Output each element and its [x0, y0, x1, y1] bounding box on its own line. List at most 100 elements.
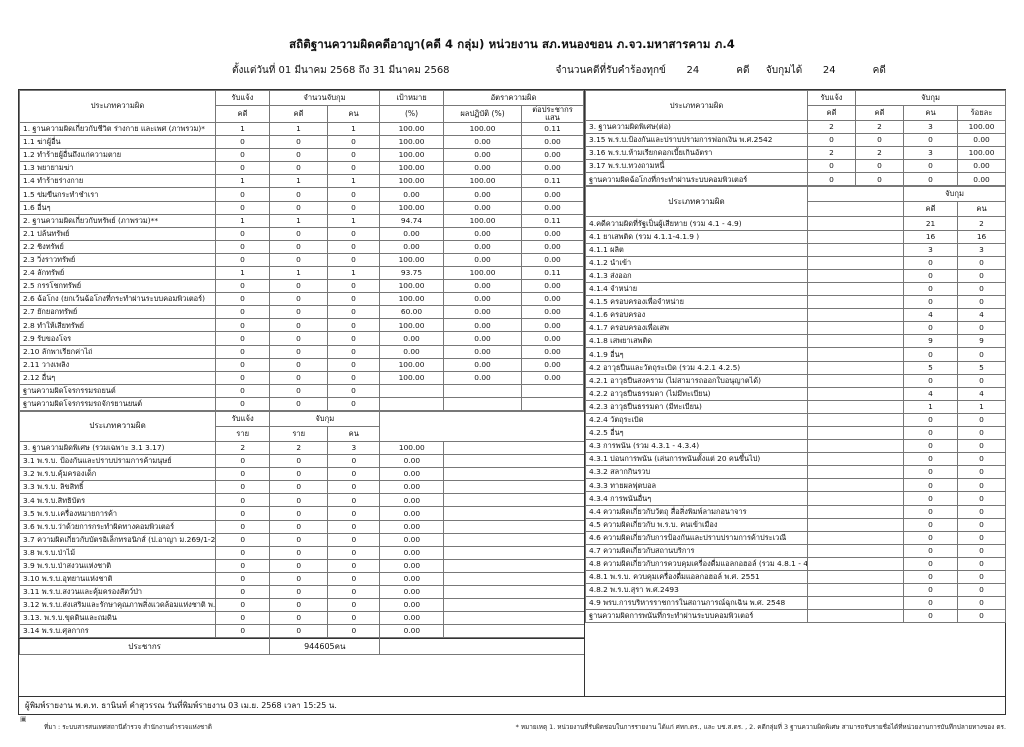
cell-pad-1 [807, 556, 856, 572]
cell-person: 2 [957, 216, 1007, 231]
table-row: 1.2 ทำร้ายผู้อื่นถึงแก่ความตาย 0 0 0 100.00 0… [19, 148, 585, 163]
row-label: 4.3.3 ทายผลฟุตบอล [585, 478, 809, 493]
cell-person: 0 [327, 467, 381, 482]
cell-case: 0 [269, 480, 329, 495]
cell-percent: 0.00 [379, 480, 445, 495]
cell-person: 0 [326, 383, 381, 398]
cell-pad-1 [443, 467, 522, 482]
row-label: 4.3 การพนัน (รวม 4.3.1 - 4.3.4) [585, 439, 809, 454]
cell-pad-2 [521, 440, 585, 456]
cell-case: 0 [269, 331, 328, 346]
statistics-sheet: ประเภทความผิด รับแจ้ง จำนวนจับกุม เป้าหม… [18, 89, 1007, 697]
cell-percent: 100.00 [379, 440, 445, 456]
cell-percent: 0.00 [379, 585, 445, 600]
cell-case: 0 [903, 491, 959, 506]
row-label: 3.13. พ.ร.บ.ขุดดินและถมดิน [18, 611, 217, 626]
table-row: 2.12 อื่นๆ 0 0 0 100.00 0.00 0.00 [19, 370, 585, 385]
arrest-unit: คดี [872, 65, 886, 76]
table-row: 3.6 พ.ร.บ.ว่าด้วยการกระทำผิดทางคอมพิวเตอ… [18, 519, 585, 534]
cell-reported: 0 [215, 344, 270, 359]
row-label: 3.1 พ.ร.บ. ป้องกันและปราบปรามการค้ามนุษย… [18, 454, 217, 469]
cell-pad-1 [807, 216, 856, 231]
left-lower-col-ray-2: ราย [269, 426, 329, 442]
cell-performance: 100.00 [443, 174, 523, 189]
cell-target: 100.00 [379, 174, 445, 189]
table-row: ฐานความผิดฉ้อโกงที่กระทำผ่านระบบคอมพิวเต… [585, 172, 1007, 187]
right-lower-header-1: ประเภทความผิด จับกุม [585, 186, 1007, 218]
right-col-case-2: คดี [855, 105, 905, 121]
cell-reported: 0 [215, 624, 271, 639]
table-row: 4.1.8 เสพยาเสพติด 9 9 [585, 334, 1007, 349]
cell-reported: 0 [215, 454, 271, 469]
table-row: 4.2.3 อาวุธปืนธรรมดา (มีทะเบียน) 1 1 [585, 399, 1007, 414]
cell-performance: 100.00 [443, 213, 523, 228]
cell-case: 0 [903, 321, 959, 336]
cell-target: 100.00 [379, 200, 445, 215]
cell-rate: 0.00 [521, 161, 585, 176]
cell-pad-2 [855, 347, 904, 362]
cell-performance: 0.00 [443, 331, 523, 346]
table-row: ฐานความผิดโจรกรรมรถยนต์ 0 0 0 [19, 383, 585, 398]
cell-person: 0 [957, 281, 1007, 297]
right-col-type: ประเภทความผิด [585, 90, 809, 121]
cell-person: 0 [327, 598, 381, 613]
cell-case: 0 [269, 558, 329, 573]
cell-pad-2 [855, 439, 904, 454]
table-row: 1.3 พยายามฆ่า 0 0 0 100.00 0.00 0.00 [19, 161, 585, 176]
cell-reported: 0 [215, 506, 271, 521]
cell-pad-1 [807, 596, 856, 611]
cell-reported: 2 [215, 440, 271, 456]
row-label: 1. ฐานความผิดเกี่ยวกับชีวิต ร่างกาย และเ… [19, 121, 216, 137]
table-row: 3.2 พ.ร.บ.คุ้มครองเด็ก 0 0 0 0.00 [18, 467, 585, 482]
cell-pad-2 [855, 386, 904, 401]
population-table: ประชากร 944605คน [18, 638, 585, 656]
row-label: 4.1.6 ครอบครอง [585, 308, 809, 323]
cell-reported: 0 [215, 292, 270, 307]
cell-pad-1 [807, 465, 856, 480]
cell-case: 0 [903, 543, 959, 558]
cell-case: 3 [903, 242, 959, 257]
right-lower-pad-2 [807, 201, 904, 218]
cell-pad-2 [855, 321, 904, 336]
cell-person: 3 [957, 242, 1007, 257]
row-label: 3. ฐานความผิดพิเศษ (รวมเฉพาะ 3.1 3.17) [18, 440, 217, 456]
cell-pad-2 [521, 467, 585, 482]
table-row: 4.3 การพนัน (รวม 4.3.1 - 4.3.4) 0 0 [585, 439, 1007, 454]
cell-person: 0 [957, 556, 1007, 572]
row-label: 3.7 ความผิดเกี่ยวกับบัตรอิเล็กทรอนิกส์ (… [18, 532, 217, 547]
cell-case: 0 [269, 585, 329, 600]
table-row: 4.8.1 พ.ร.บ. ควบคุมเครื่องดื่มแอลกอฮอล์ … [585, 569, 1007, 585]
cell-case: 0 [903, 425, 959, 441]
row-label: 3.8 พ.ร.บ.ป่าไม้ [18, 545, 217, 560]
cell-reported: 0 [215, 370, 270, 385]
left-lower-body: 3. ฐานความผิดพิเศษ (รวมเฉพาะ 3.1 3.17) 2 2… [18, 440, 585, 639]
received-unit: คดี [736, 65, 750, 76]
cell-percent: 100.00 [957, 146, 1007, 161]
cell-target: 100.00 [379, 370, 445, 385]
table-row: 2.4 ลักทรัพย์ 1 1 1 93.75 100.00 0.11 [19, 265, 585, 281]
cell-pad-1 [807, 334, 856, 349]
reporter-bar: ผู้พิมพ์รายงาน พ.ต.ท. ธานินท์ คำสุวรรณ ว… [18, 697, 1006, 715]
row-label: 1.2 ทำร้ายผู้อื่นถึงแก่ความตาย [19, 148, 216, 163]
left-lower-col-reported: รับแจ้ง [215, 411, 271, 427]
left-lower-pad-1 [379, 411, 444, 442]
cell-pad-1 [807, 281, 856, 297]
left-col-percent: (%) [379, 105, 445, 123]
cell-pad-2 [855, 530, 904, 545]
table-row: 4.2.5 อื่นๆ 0 0 [585, 425, 1007, 441]
table-row: 4.1.4 จำหน่าย 0 0 [585, 281, 1007, 297]
cell-case: 0 [269, 148, 328, 163]
cell-performance: 0.00 [443, 305, 523, 320]
row-label: 4.3.2 สลากกินรวบ [585, 465, 809, 480]
row-label: 3.3 พ.ร.บ. ลิขสิทธิ์ [18, 480, 217, 495]
row-label: 4.1.3 ส่งออก [585, 268, 809, 283]
table-row: 2. ฐานความผิดเกี่ยวกับทรัพย์ (ภาพรวม)** 1… [19, 213, 585, 228]
table-row: ฐานความผิดโจรกรรมรถจักรยานยนต์ 0 0 0 [19, 396, 585, 412]
row-label: 4.6 ความผิดเกี่ยวกับการป้องกันและปราบปรา… [585, 530, 809, 545]
cell-pad-1 [443, 493, 522, 508]
cell-person: 0 [957, 412, 1007, 427]
cell-person: 0 [326, 148, 381, 163]
cell-performance: 100.00 [443, 121, 523, 137]
cell-pad-1 [443, 545, 522, 560]
cell-percent: 0.00 [379, 467, 445, 482]
